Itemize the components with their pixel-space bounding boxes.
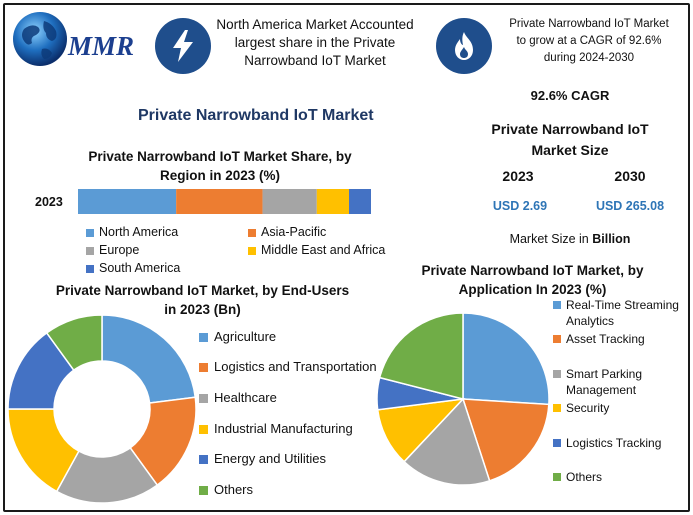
legend-label: Asset Tracking (566, 332, 645, 346)
unit-note: Market Size in Billion (470, 232, 670, 246)
application-slice-smart-parking-management (403, 397, 491, 486)
bar-segment-north-america (78, 189, 177, 214)
unit-note-prefix: Market Size in (509, 232, 593, 246)
enduser-chart-title: Private Narrowband IoT Market, by End-Us… (55, 283, 350, 317)
stat-north-america: North America Market Accounted largest s… (216, 17, 414, 68)
unit-note-bold: Billion (592, 232, 631, 246)
application-legend-real-time-streaming-analytics: Real-Time Streaming Analytics (553, 297, 688, 329)
application-chart-title: Private Narrowband IoT Market, by Applic… (421, 263, 644, 297)
application-slice-asset-tracking (461, 398, 550, 482)
legend-label: Real-Time Streaming Analytics (566, 298, 679, 328)
region-chart-title: Private Narrowband IoT Market Share, by … (88, 149, 352, 183)
cagr-label: 92.6% CAGR (530, 88, 610, 103)
legend-label: Logistics and Transportation (214, 359, 377, 374)
legend-label: Energy and Utilities (214, 451, 326, 466)
legend-swatch (248, 229, 256, 237)
legend-swatch (553, 473, 561, 481)
legend-swatch (248, 247, 256, 255)
legend-swatch (553, 404, 561, 412)
legend-label: Industrial Manufacturing (214, 421, 353, 436)
infographic-frame (3, 3, 690, 512)
application-legend-security: Security (553, 400, 688, 416)
legend-swatch (199, 394, 208, 403)
region-legend-asia-pacific: Asia-Pacific (248, 225, 326, 239)
enduser-legend-energy-and-utilities: Energy and Utilities (199, 451, 326, 466)
enduser-legend-others: Others (199, 482, 253, 497)
legend-swatch (199, 425, 208, 434)
legend-swatch (199, 455, 208, 464)
legend-label: Middle East and Africa (261, 243, 386, 257)
legend-swatch (199, 333, 208, 342)
legend-label: Logistics Tracking (566, 436, 662, 450)
globe-icon (13, 12, 67, 66)
enduser-legend-logistics-and-transportation: Logistics and Transportation (199, 359, 377, 374)
legend-label: Europe (99, 243, 140, 257)
legend-swatch (553, 335, 561, 343)
enduser-legend-industrial-manufacturing: Industrial Manufacturing (199, 421, 353, 436)
legend-label: Agriculture (214, 329, 277, 344)
legend-swatch (199, 363, 208, 372)
bar-segment-south-america (349, 189, 371, 214)
application-legend-asset-tracking: Asset Tracking (553, 331, 688, 347)
enduser-legend-agriculture: Agriculture (199, 329, 276, 344)
year-2030: 2030 (614, 168, 646, 184)
legend-swatch (86, 265, 94, 273)
application-slice-others (378, 312, 464, 400)
legend-label: Others (566, 470, 603, 484)
legend-swatch (86, 247, 94, 255)
legend-swatch (553, 301, 561, 309)
enduser-legend-healthcare: Healthcare (199, 390, 277, 405)
legend-swatch (199, 486, 208, 495)
mmr-logo: MMR (10, 9, 140, 69)
legend-label: South America (99, 261, 181, 275)
legend-label: Asia-Pacific (261, 225, 327, 239)
bar-segment-middle-east-and-africa (316, 189, 350, 214)
application-slice-real-time-streaming-analytics (462, 312, 550, 406)
value-2023: USD 2.69 (492, 199, 548, 213)
region-legend-europe: Europe (86, 243, 139, 257)
application-legend-logistics-tracking: Logistics Tracking (553, 435, 688, 451)
application-legend-smart-parking-management: Smart Parking Management (553, 366, 688, 398)
bar-segment-europe (262, 189, 317, 214)
flame-icon (455, 32, 473, 60)
enduser-slice-others (45, 314, 103, 372)
legend-swatch (86, 229, 94, 237)
year-2023: 2023 (502, 168, 534, 184)
main-title: Private Narrowband IoT Market (138, 107, 374, 124)
stat-cagr: Private Narrowband IoT Market to grow at… (509, 18, 669, 64)
value-2030: USD 265.08 (595, 199, 665, 213)
application-legend-others: Others (553, 469, 688, 485)
region-legend-south-america: South America (86, 261, 180, 275)
bar-segment-asia-pacific (176, 189, 263, 214)
legend-label: Healthcare (214, 390, 277, 405)
legend-label: Others (214, 482, 254, 497)
region-bar-category: 2023 (35, 195, 63, 209)
region-legend-north-america: North America (86, 225, 178, 239)
market-size-title: Private Narrowband IoT Market Size (491, 121, 649, 158)
region-legend-middle-east-and-africa: Middle East and Africa (248, 243, 385, 257)
legend-swatch (553, 439, 561, 447)
legend-label: Smart Parking Management (566, 367, 643, 397)
logo-text: MMR (68, 31, 135, 61)
lightning-icon-badge (155, 18, 211, 74)
lightning-icon (173, 30, 193, 62)
legend-swatch (553, 370, 561, 378)
flame-icon-badge (436, 18, 492, 74)
legend-label: North America (99, 225, 179, 239)
legend-label: Security (566, 401, 610, 415)
